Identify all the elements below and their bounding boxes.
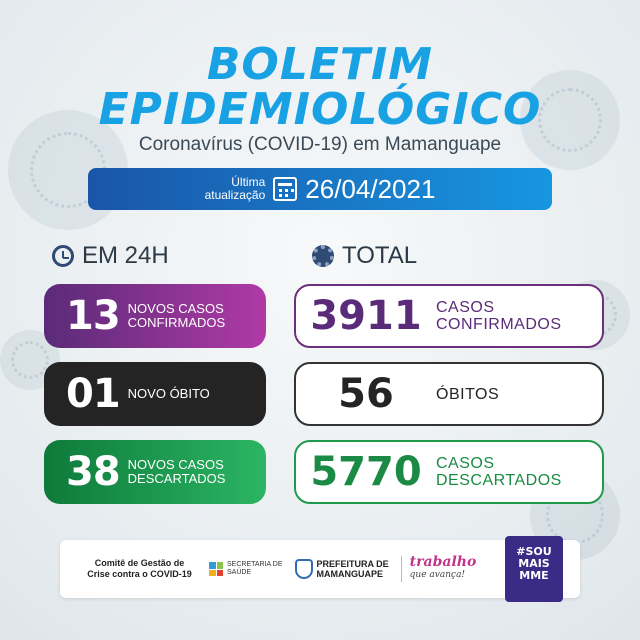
secretaria-logo: SECRETARIA DE SAÚDE xyxy=(209,561,283,577)
virus-decoration xyxy=(520,70,620,170)
crest-icon xyxy=(294,559,313,579)
daily-discarded-value: 38 xyxy=(66,449,121,495)
prefeitura-line1: PREFEITURA DE xyxy=(316,559,389,569)
prefeitura-line2: MAMANGUAPE xyxy=(316,569,384,579)
update-date: 26/04/2021 xyxy=(305,173,436,204)
badge-line2: MAIS xyxy=(518,557,550,570)
update-label-line2: atualização xyxy=(204,188,266,202)
footer-logos: Comitê de Gestão de Crise contra o COVID… xyxy=(60,540,580,598)
secretaria-line1: SECRETARIA DE xyxy=(227,561,283,568)
daily-confirmed-card: 13 NOVOS CASOS CONFIRMADOS xyxy=(44,284,266,348)
daily-deaths-card: 01 NOVO ÓBITO xyxy=(44,362,266,426)
daily-confirmed-value: 13 xyxy=(66,293,121,339)
calendar-icon xyxy=(273,177,298,201)
total-confirmed-label: CASOS CONFIRMADOS xyxy=(436,299,562,333)
total-confirmed-label-line2: CONFIRMADOS xyxy=(436,316,562,333)
daily-discarded-label-line1: NOVOS CASOS xyxy=(127,457,224,472)
secretaria-icon xyxy=(209,562,223,576)
section-total-title: TOTAL xyxy=(342,242,418,269)
daily-discarded-label-line2: DESCARTADOS xyxy=(127,471,226,486)
total-confirmed-label-line1: CASOS xyxy=(436,299,495,316)
prefeitura-logo: PREFEITURA DE MAMANGUAPE xyxy=(294,559,389,579)
badge-line1: #SOU xyxy=(516,545,552,558)
virus-icon xyxy=(312,245,334,267)
subtitle: Coronavírus (COVID-19) em Mamanguape xyxy=(138,134,502,155)
secretaria-line2: SAÚDE xyxy=(227,569,252,576)
title-line2: EPIDEMIOLÓGICO xyxy=(98,84,542,135)
daily-deaths-value: 01 xyxy=(66,371,121,417)
soumais-badge: #SOU MAIS MME xyxy=(505,536,563,602)
update-label: Última atualização xyxy=(205,176,266,202)
daily-discarded-card: 38 NOVOS CASOS DESCARTADOS xyxy=(44,440,266,504)
daily-deaths-label: NOVO ÓBITO xyxy=(127,386,210,401)
total-discarded-label-line1: CASOS xyxy=(436,455,495,472)
clock-icon xyxy=(52,245,74,267)
daily-confirmed-label: NOVOS CASOS CONFIRMADOS xyxy=(128,302,226,330)
total-discarded-value: 5770 xyxy=(310,449,422,495)
total-deaths-label: ÓBITOS xyxy=(436,385,500,403)
section-total: TOTAL xyxy=(312,242,417,270)
comite-line1: Comitê de Gestão de xyxy=(94,558,185,568)
total-confirmed-value: 3911 xyxy=(310,293,422,339)
title-line1: BOLETIM xyxy=(206,39,434,90)
total-discarded-label-line2: DESCARTADOS xyxy=(436,472,562,489)
total-discarded-card: 5770 CASOS DESCARTADOS xyxy=(294,440,604,504)
section-daily: EM 24H xyxy=(52,242,169,270)
comite-line2: Crise contra o COVID-19 xyxy=(87,569,192,579)
trabalho-sub: que avança! xyxy=(409,570,466,580)
total-deaths-card: 56 ÓBITOS xyxy=(294,362,604,426)
badge-line3: MME xyxy=(519,569,549,582)
daily-discarded-label: NOVOS CASOS DESCARTADOS xyxy=(128,458,226,486)
comite-logo: Comitê de Gestão de Crise contra o COVID… xyxy=(82,558,197,580)
update-bar: Última atualização 26/04/2021 xyxy=(88,168,552,210)
daily-confirmed-label-line1: NOVOS CASOS xyxy=(127,301,224,316)
update-label-line1: Última xyxy=(231,175,266,189)
section-daily-title: EM 24H xyxy=(82,242,169,269)
trabalho-text: trabalho xyxy=(409,554,477,570)
total-deaths-value: 56 xyxy=(338,371,394,417)
total-confirmed-card: 3911 CASOS CONFIRMADOS xyxy=(294,284,604,348)
total-discarded-label: CASOS DESCARTADOS xyxy=(436,455,562,489)
daily-confirmed-label-line2: CONFIRMADOS xyxy=(127,315,226,330)
trabalho-logo: trabalho que avança! xyxy=(400,554,477,582)
